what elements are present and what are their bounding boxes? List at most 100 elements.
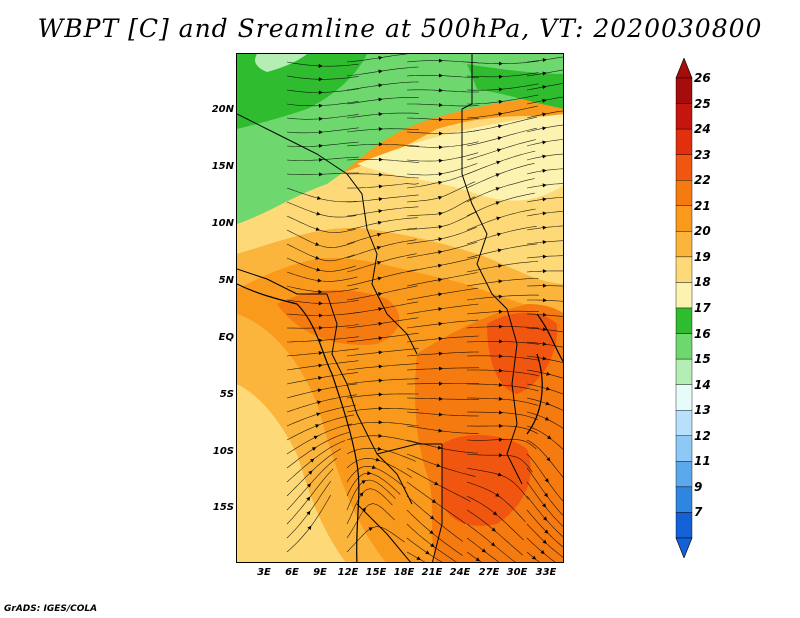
streamline-arrow: [497, 472, 503, 477]
streamline-arrow: [437, 263, 443, 268]
streamline: [466, 243, 538, 259]
streamline: [406, 272, 478, 287]
streamline-arrow: [318, 157, 323, 162]
streamline-arrow: [438, 292, 443, 297]
streamline: [286, 299, 359, 304]
streamline: [286, 243, 355, 262]
streamline: [346, 465, 407, 489]
lon-label-21e: 21E: [421, 567, 443, 578]
streamline: [406, 163, 478, 176]
streamline-arrows: [306, 55, 552, 562]
streamline-arrow: [438, 211, 443, 216]
streamline-arrow: [318, 77, 323, 82]
streamline: [346, 317, 419, 329]
streamline-arrow: [378, 364, 383, 369]
streamline-arrow: [359, 492, 364, 497]
streamline-arrow: [498, 279, 503, 284]
streamline: [286, 172, 359, 175]
streamline-arrow: [542, 298, 547, 303]
colorbar-label: 12: [694, 428, 711, 443]
lat-label-10n: 10N: [211, 218, 234, 229]
streamline-arrow: [307, 525, 312, 531]
streamline: [466, 467, 529, 500]
region-north-green-dark: [237, 54, 367, 129]
streamline: [466, 105, 538, 119]
colorbar-segment: [675, 256, 693, 283]
streamline-arrow: [542, 269, 547, 274]
lon-label-30e: 30E: [506, 567, 528, 578]
streamline: [346, 253, 417, 273]
streamline-arrow: [378, 142, 383, 147]
streamline: [466, 425, 538, 434]
streamline-arrow: [544, 478, 549, 483]
streamline-arrow: [313, 435, 319, 440]
streamline: [346, 81, 419, 91]
streamline: [346, 285, 418, 301]
streamline: [286, 61, 359, 67]
streamline-arrow: [378, 55, 383, 60]
streamline-arrow: [438, 88, 443, 93]
lat-label-15n: 15N: [211, 161, 234, 172]
streamline-arrow: [542, 168, 547, 173]
streamline: [466, 355, 539, 361]
colorbar-segment: [675, 154, 693, 181]
streamline: [466, 481, 526, 523]
streamline-arrow: [543, 516, 548, 521]
colorbar-label: 14: [694, 377, 711, 392]
streamline: [406, 170, 477, 189]
lon-label-18e: 18E: [393, 567, 415, 578]
streamline-arrow: [316, 196, 322, 200]
streamline-arrow: [309, 458, 315, 463]
streamline: [467, 94, 539, 105]
streamline: [526, 537, 556, 562]
streamline: [406, 226, 477, 245]
streamline-arrow: [376, 245, 382, 250]
streamline: [466, 150, 536, 175]
region-nw-light: [255, 54, 307, 72]
streamline-arrow: [438, 396, 443, 401]
streamline-arrow: [496, 160, 501, 165]
streamline-arrow: [377, 232, 382, 237]
streamline: [286, 114, 359, 120]
streamline: [346, 479, 396, 511]
streamline-arrow: [495, 492, 500, 497]
streamline-arrow: [438, 366, 443, 371]
streamline: [526, 211, 563, 217]
colorbar-segment: [675, 410, 693, 436]
streamline: [526, 240, 563, 245]
streamline-arrow: [498, 396, 503, 401]
streamline: [466, 278, 539, 287]
streamline: [406, 141, 479, 148]
streamline: [346, 173, 419, 179]
streamline: [286, 468, 334, 525]
streamline-arrow: [429, 515, 435, 520]
streamline-arrow: [378, 392, 383, 397]
colorbar-label: 25: [694, 96, 711, 111]
streamline: [286, 312, 359, 316]
streamline: [526, 225, 563, 231]
colorbar-segment: [675, 307, 693, 334]
streamline: [406, 196, 476, 217]
region-orange-light-mid: [237, 228, 563, 314]
streamline-arrow: [438, 237, 443, 242]
streamline: [466, 72, 539, 78]
streamline-arrow: [306, 496, 311, 501]
streamline: [406, 117, 479, 120]
streamline: [406, 509, 463, 556]
lon-label-9e: 9E: [313, 567, 327, 578]
streamline-arrow: [378, 378, 383, 383]
country-borders: [237, 54, 523, 562]
streamline-arrow: [425, 550, 430, 555]
streamline-arrow: [438, 381, 443, 386]
streamline-arrow: [438, 412, 443, 417]
streamline-arrow: [308, 470, 313, 475]
streamline: [526, 168, 563, 175]
streamline: [286, 271, 358, 282]
streamline-arrow: [378, 127, 383, 132]
streamline-arrow: [498, 74, 503, 79]
streamline-arrow: [498, 368, 503, 373]
streamline-arrow: [378, 112, 383, 117]
streamline-arrow: [429, 530, 434, 535]
streamline-arrow: [437, 445, 443, 450]
colorbar-label: 18: [694, 275, 711, 290]
